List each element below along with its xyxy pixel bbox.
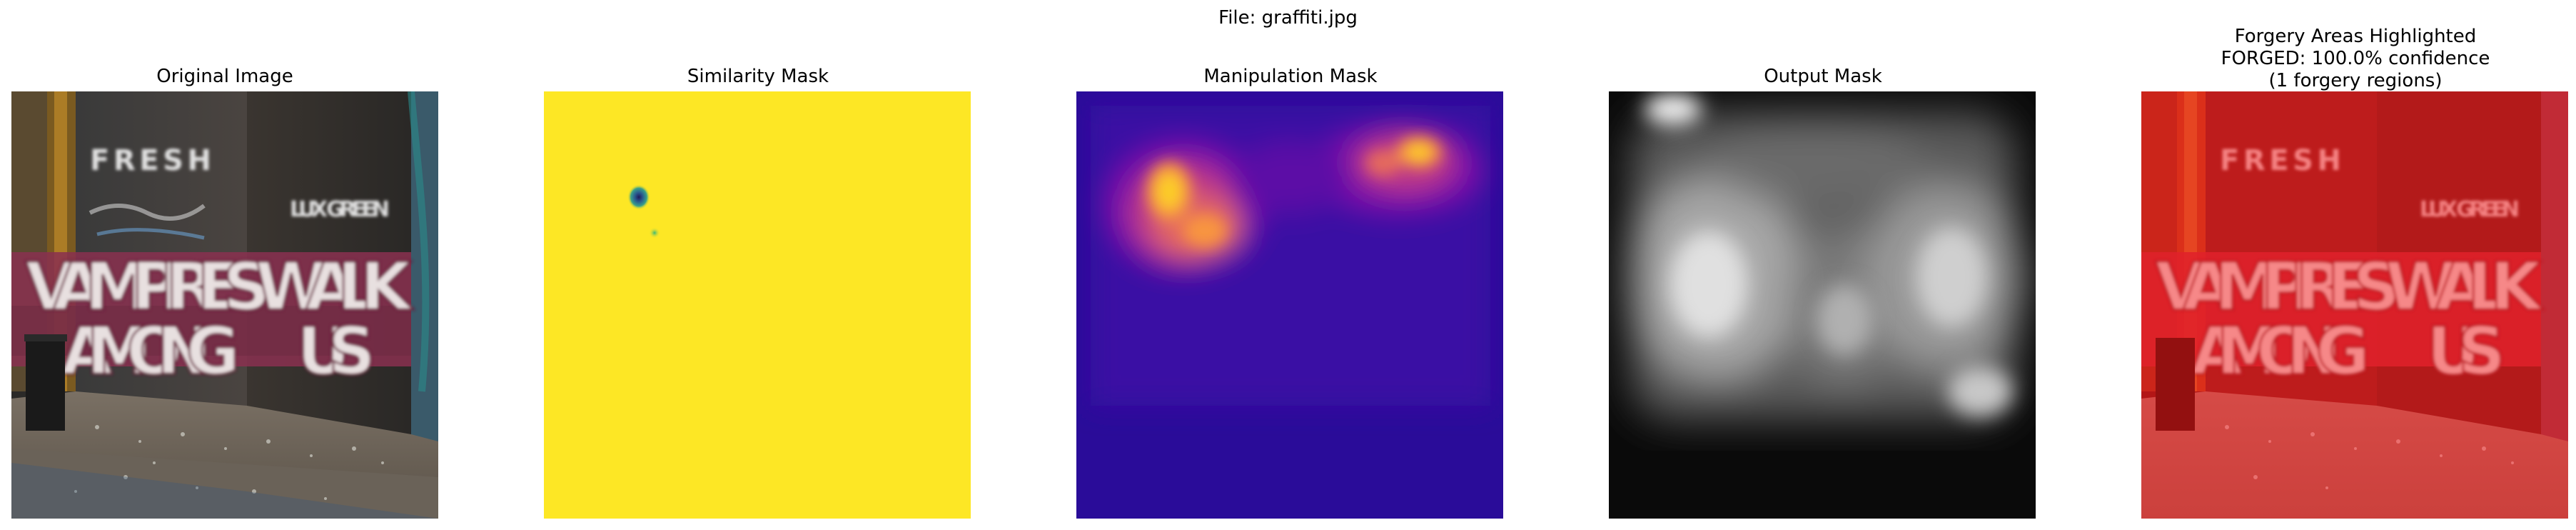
forgery-graffiti-line-2: AMONG (2191, 313, 2370, 389)
forgery-title-line-3: (1 forgery regions) (2268, 70, 2443, 91)
similarity-mask-panel (544, 91, 971, 519)
panel-title-original: Original Image (156, 66, 293, 87)
panel-title-manipulation: Manipulation Mask (1203, 66, 1378, 87)
output-mask-panel (1609, 91, 2036, 519)
graffiti-line-2: AMONG (61, 313, 240, 389)
panel-title-similarity: Similarity Mask (687, 66, 829, 87)
graffiti-line-1: VAMPIRES WALK (26, 249, 414, 325)
forgery-title-line-1: Forgery Areas Highlighted (2234, 26, 2477, 47)
original-image-panel: VAMPIRES WALK AMONG US FRESH LUX GREEN (11, 91, 438, 519)
graffiti-line-3: US (297, 313, 375, 389)
output-mask (1609, 91, 2036, 519)
original-image: VAMPIRES WALK AMONG US FRESH LUX GREEN (11, 91, 438, 519)
forgery-highlight-image: VAMPIRES WALK AMONG US FRESH LUX GREEN (2141, 91, 2568, 519)
forgery-graffiti-line-3: US (2427, 313, 2505, 389)
graffiti-tag-top: FRESH (90, 144, 211, 177)
forgery-graffiti-line-1: VAMPIRES WALK (2156, 249, 2544, 325)
graffiti-tag-right: LUX GREEN (290, 197, 390, 222)
similarity-mask (544, 91, 971, 519)
manipulation-mask-panel (1076, 91, 1503, 519)
manipulation-mask (1076, 91, 1503, 519)
panel-title-output: Output Mask (1764, 66, 1882, 87)
figure-suptitle: File: graffiti.jpg (1218, 7, 1358, 29)
forgery-graffiti-tag-right: LUX GREEN (2420, 197, 2520, 222)
panel-title-forgery: Forgery Areas Highlighted FORGED: 100.0%… (2141, 26, 2570, 92)
forgery-highlight-panel: VAMPIRES WALK AMONG US FRESH LUX GREEN (2141, 91, 2568, 519)
forgery-title-line-2: FORGED: 100.0% confidence (2221, 48, 2490, 69)
